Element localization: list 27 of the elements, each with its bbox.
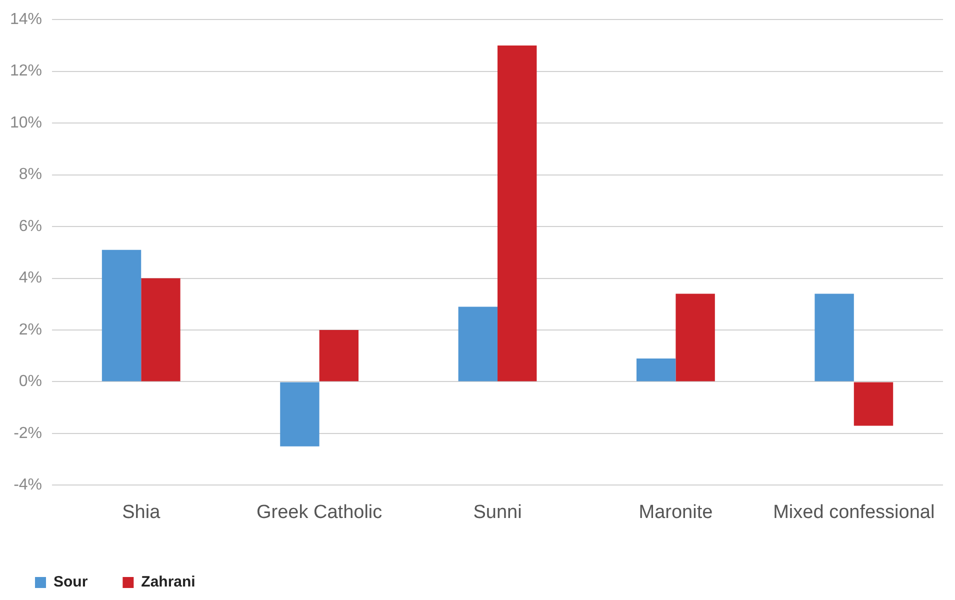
legend-label: Zahrani [141,574,196,591]
y-tick-label: 8% [18,166,42,184]
bar [676,294,715,382]
bar [458,306,498,382]
bar [319,330,359,382]
bar [498,45,537,382]
bar [141,278,180,382]
bar [814,294,854,382]
y-tick-label: 14% [10,11,42,28]
y-tick-label: 10% [10,114,42,132]
y-tick-label: 2% [18,321,42,338]
x-tick-label: Mixed confessional [773,502,935,523]
bar [636,358,676,382]
bar [102,250,142,382]
y-tick-label: 6% [18,218,42,235]
y-tick-label: -4% [14,476,42,494]
x-tick-label: Maronite [638,502,713,523]
x-tick-label: Sunni [473,502,522,523]
bar [280,382,320,446]
bar [854,382,894,426]
y-tick-label: 4% [18,270,42,287]
y-tick-label: 0% [18,373,42,390]
legend-label: Sour [54,574,88,591]
x-tick-label: Greek Catholic [256,502,382,523]
x-tick-label: Shia [122,502,161,523]
y-tick-label: -2% [14,424,42,442]
y-tick-label: 12% [10,62,42,80]
